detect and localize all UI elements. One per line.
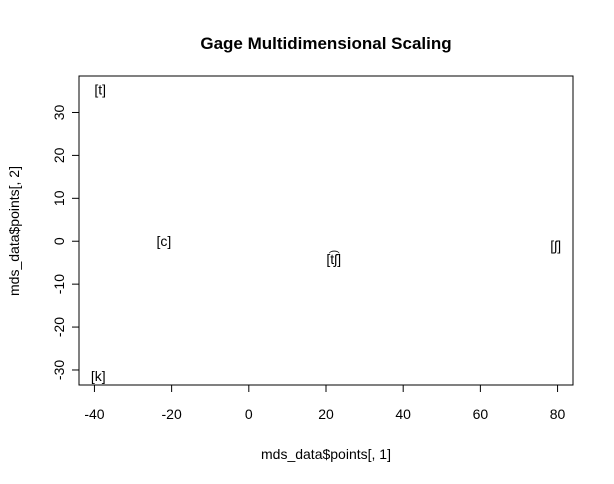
y-axis-label: mds_data$points[, 2] [6, 166, 22, 296]
x-tick-label: -40 [84, 406, 104, 422]
y-tick-label: 0 [51, 237, 67, 245]
point-label: [t] [94, 82, 106, 98]
y-axis: -30 -20 -10 0 10 20 30 [51, 104, 80, 380]
plot-area-frame [78, 75, 574, 386]
x-tick-label: -20 [162, 406, 182, 422]
x-axis-label: mds_data$points[, 1] [261, 446, 391, 462]
y-tick-label: -10 [51, 274, 67, 294]
y-tick-label: 30 [51, 104, 67, 120]
point-label: [c] [157, 233, 172, 249]
x-tick-label: 40 [395, 406, 411, 422]
x-tick-label: 0 [245, 406, 253, 422]
y-tick-label: 20 [51, 147, 67, 163]
y-tick-label: 10 [51, 190, 67, 206]
point-label: [k] [91, 368, 106, 384]
x-tick-label: 80 [550, 406, 566, 422]
x-tick-label: 60 [473, 406, 489, 422]
y-tick-label: -30 [51, 360, 67, 380]
x-axis: -40 -20 0 20 40 60 80 [84, 384, 566, 422]
y-tick-label: -20 [51, 317, 67, 337]
chart-title: Gage Multidimensional Scaling [200, 34, 451, 53]
x-tick-label: 20 [318, 406, 334, 422]
point-label: [ʃ] [550, 238, 561, 254]
point-label: [t͡ʃ] [326, 250, 341, 267]
point-labels: [t] [c] [t͡ʃ] [ʃ] [k] [91, 82, 561, 384]
